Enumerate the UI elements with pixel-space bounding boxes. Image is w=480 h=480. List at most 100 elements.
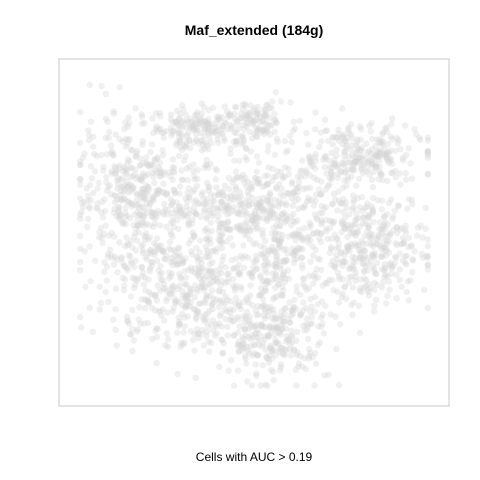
cell-point	[170, 169, 176, 175]
cell-point	[199, 110, 205, 116]
cell-point	[322, 117, 328, 123]
cell-point	[414, 232, 420, 238]
cell-point	[192, 210, 198, 216]
cell-point	[424, 236, 430, 242]
cell-point	[175, 371, 181, 377]
cell-point	[127, 215, 133, 221]
cell-point	[297, 118, 303, 124]
cell-point	[148, 259, 154, 265]
cell-point	[160, 181, 166, 187]
cell-point	[262, 173, 268, 179]
cell-point	[199, 192, 205, 198]
cell-point	[194, 288, 200, 294]
cell-point	[111, 192, 117, 198]
cell-point	[370, 195, 376, 201]
cell-point	[397, 266, 403, 272]
cell-point	[390, 263, 396, 269]
cell-point	[312, 275, 318, 281]
cell-point	[216, 304, 222, 310]
cell-point	[170, 305, 176, 311]
cell-point	[272, 317, 278, 323]
cell-point	[287, 320, 293, 326]
cell-point	[232, 301, 238, 307]
cell-point	[210, 327, 216, 333]
cell-point	[188, 248, 194, 254]
cell-point	[233, 120, 239, 126]
cell-point	[154, 297, 160, 303]
cell-point	[287, 133, 293, 139]
cell-point	[236, 348, 242, 354]
cell-point	[300, 323, 306, 329]
cell-point	[311, 382, 317, 388]
cell-point	[147, 268, 153, 274]
cell-point	[149, 141, 155, 147]
cell-point	[330, 287, 336, 293]
cell-point	[348, 222, 354, 228]
cell-point	[218, 262, 224, 268]
cell-point	[260, 362, 266, 368]
cell-point	[197, 249, 203, 255]
cell-point	[92, 258, 98, 264]
cell-point	[87, 182, 93, 188]
cell-point	[227, 151, 233, 157]
cell-point	[182, 293, 188, 299]
cell-point	[349, 152, 355, 158]
cell-point	[365, 267, 371, 273]
cell-point	[176, 282, 182, 288]
cell-point	[252, 361, 258, 367]
cell-point	[170, 259, 176, 265]
cell-point	[77, 233, 83, 239]
cell-point	[249, 273, 255, 279]
cell-point	[140, 220, 146, 226]
cell-point	[233, 130, 239, 136]
cell-point	[369, 177, 375, 183]
cell-point	[192, 331, 198, 337]
cell-point	[140, 138, 146, 144]
cell-point	[77, 212, 83, 218]
cell-point	[207, 253, 213, 259]
cell-point	[270, 270, 276, 276]
cell-point	[276, 340, 282, 346]
cell-point	[294, 288, 300, 294]
cell-point	[183, 281, 189, 287]
cell-point	[167, 228, 173, 234]
cell-point	[103, 135, 109, 141]
cell-point	[277, 367, 283, 373]
cell-point	[114, 257, 120, 263]
cell-point	[170, 219, 176, 225]
cell-point	[259, 230, 265, 236]
cell-point	[121, 189, 127, 195]
cell-point	[324, 236, 330, 242]
cell-point	[261, 250, 267, 256]
cell-point	[240, 242, 246, 248]
cell-point	[94, 185, 100, 191]
cell-point	[363, 277, 369, 283]
cell-point	[157, 126, 163, 132]
cell-point	[275, 245, 281, 251]
cell-point	[400, 235, 406, 241]
cell-point	[397, 181, 403, 187]
cell-point	[227, 210, 233, 216]
cell-point	[209, 287, 215, 293]
cell-point	[425, 137, 431, 143]
cell-point	[368, 241, 374, 247]
cell-point	[206, 135, 212, 141]
cell-point	[305, 336, 311, 342]
cell-point	[291, 119, 297, 125]
cell-point	[341, 221, 347, 227]
cell-point	[264, 279, 270, 285]
cell-point	[313, 266, 319, 272]
cell-point	[117, 176, 123, 182]
cell-point	[191, 348, 197, 354]
cell-point	[151, 197, 157, 203]
cell-point	[389, 115, 395, 121]
cell-point	[103, 91, 109, 97]
cell-point	[98, 300, 104, 306]
cell-point	[132, 105, 138, 111]
cell-point	[215, 192, 221, 198]
cell-point	[162, 342, 168, 348]
cell-point	[374, 282, 380, 288]
cell-point	[181, 158, 187, 164]
cell-point	[313, 360, 319, 366]
